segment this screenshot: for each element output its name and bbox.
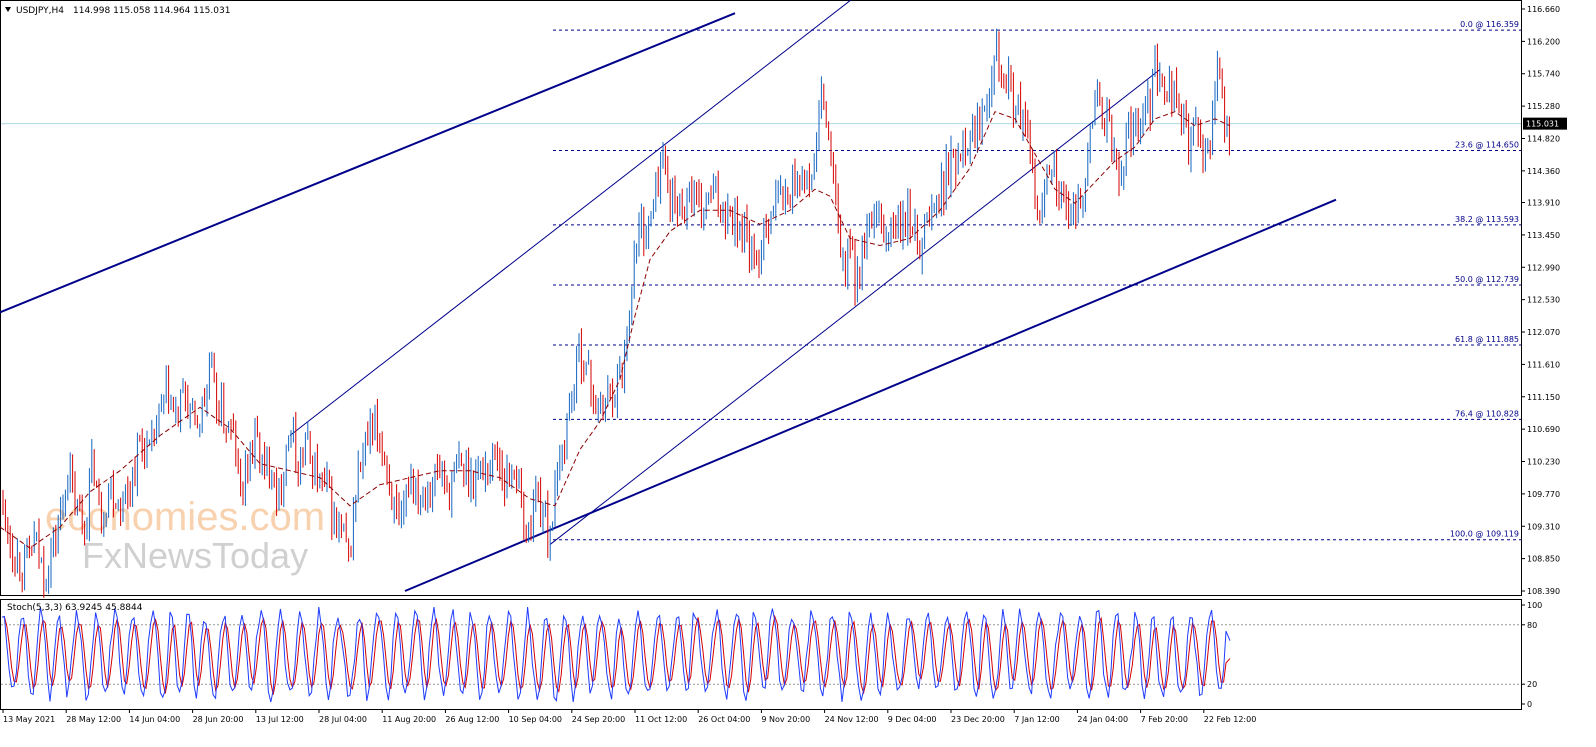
x-tick-label: 9 Dec 04:00 [888,715,937,724]
watermark-line1: economies.com [45,495,325,539]
y-tick-label: 111.610 [1527,360,1560,369]
x-tick-label: 7 Jan 12:00 [1014,715,1060,724]
y-tick-label: 112.070 [1527,328,1560,337]
stoch-y-tick-label: 100 [1527,601,1542,610]
trendline[interactable] [289,0,852,436]
trendline[interactable] [0,12,736,314]
x-tick-label: 24 Nov 12:00 [825,715,879,724]
candles [2,28,1230,598]
x-tick-label: 26 Aug 12:00 [445,715,499,724]
x-tick-label: 13 May 2021 [3,715,55,724]
y-tick-label: 108.850 [1527,555,1560,564]
x-tick-label: 24 Sep 20:00 [572,715,625,724]
symbol-label: USDJPY,H4 [16,6,64,16]
y-tick-label: 109.310 [1527,522,1560,531]
time-axis: 13 May 2021 28 May 12:00 14 Jun 04:00 28 Ju… [2,709,1256,724]
trendline[interactable] [549,69,1161,545]
fib-level-label: 23.6 @ 114.650 [1455,140,1519,149]
chart-header: USDJPY,H4 114.998 115.058 114.964 115.03… [5,6,230,16]
x-tick-label: 14 Jun 04:00 [129,715,180,724]
x-tick-label: 22 Feb 12:00 [1204,715,1256,724]
y-tick-label: 110.690 [1527,425,1560,434]
x-tick-label: 11 Oct 12:00 [635,715,687,724]
fib-level-label: 38.2 @ 113.593 [1455,215,1519,224]
x-tick-label: 28 Jul 04:00 [319,715,367,724]
fib-level-label: 100.0 @ 109.119 [1450,530,1519,539]
fib-level-label: 50.0 @ 112.739 [1455,275,1519,284]
main-pane-frame [0,0,1522,596]
trendlines[interactable] [0,0,1337,592]
y-tick-label: 116.660 [1527,5,1560,14]
dropdown-triangle-icon[interactable] [5,7,11,12]
stochastic-oscillator: 100 80 20 0 [1,601,1542,709]
y-tick-label: 113.910 [1527,199,1560,208]
y-tick-label: 114.820 [1527,134,1560,143]
fibonacci-levels: 0.0 @ 116.359 23.6 @ 114.650 38.2 @ 113.59… [553,20,1521,541]
fib-level-label: 76.4 @ 110.828 [1455,409,1519,418]
y-tick-label: 112.990 [1527,263,1560,272]
y-tick-label: 108.390 [1527,587,1560,596]
y-tick-label: 109.770 [1527,490,1560,499]
x-tick-label: 10 Sep 04:00 [509,715,562,724]
y-tick-label: 115.740 [1527,70,1560,79]
x-tick-label: 23 Dec 20:00 [951,715,1005,724]
moving-average-group [0,111,1231,549]
y-tick-label: 112.530 [1527,296,1560,305]
x-tick-label: 28 May 12:00 [66,715,121,724]
current-price-box [1523,117,1567,130]
current-price-label: 115.031 [1526,120,1559,129]
stoch-label: Stoch(5,3,3) 63.9245 45.8844 [7,603,143,613]
ohlc-label: 114.998 115.058 114.964 115.031 [73,6,230,16]
x-tick-label: 13 Jul 12:00 [256,715,304,724]
x-tick-label: 9 Nov 20:00 [761,715,810,724]
x-tick-label: 11 Aug 20:00 [382,715,436,724]
fib-level-label: 61.8 @ 111.885 [1455,335,1519,344]
y-tick-label: 110.230 [1527,458,1560,467]
stoch-y-tick-label: 80 [1527,621,1537,630]
y-tick-label: 113.450 [1527,231,1560,240]
stoch-main-line [1,606,1231,703]
y-tick-label: 115.280 [1527,102,1560,111]
y-tick-label: 111.150 [1527,393,1560,402]
x-tick-label: 24 Jan 04:00 [1077,715,1128,724]
trendline[interactable] [404,198,1337,592]
y-tick-label: 116.200 [1527,37,1560,46]
stoch-y-tick-label: 20 [1527,680,1537,689]
watermark-line2: FxNewsToday [82,535,308,576]
fib-level-label: 0.0 @ 116.359 [1460,20,1519,29]
watermark: economies.com FxNewsToday [45,495,325,576]
x-tick-label: 28 Jun 20:00 [193,715,244,724]
moving-average-line [0,111,1231,549]
price-axis: 116.660 116.200 115.740 115.280 114.820 114.3… [1521,5,1567,596]
stoch-y-tick-label: 0 [1527,700,1532,709]
stoch-pane-frame [0,599,1522,710]
x-tick-label: 7 Feb 20:00 [1141,715,1188,724]
x-tick-label: 26 Oct 04:00 [698,715,750,724]
y-tick-label: 114.360 [1527,167,1560,176]
